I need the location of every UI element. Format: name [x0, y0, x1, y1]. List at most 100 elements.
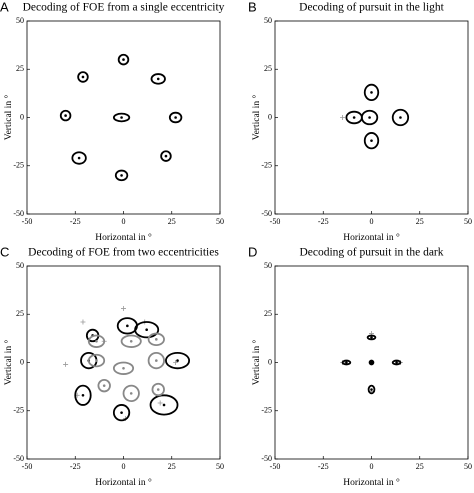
confidence-ellipse	[165, 351, 191, 370]
estimate-dot	[162, 403, 166, 407]
x-tick-label: -25	[70, 462, 81, 471]
x-tick-label: -50	[270, 462, 281, 471]
estimate-dot	[120, 116, 123, 119]
x-tick-label: 25	[168, 462, 176, 471]
x-axis-label: Horizontal in °	[343, 477, 400, 488]
y-axis-label: Vertical in °	[3, 95, 14, 141]
estimate-dot	[370, 139, 373, 142]
confidence-ellipse	[59, 109, 72, 122]
x-tick-label: 25	[416, 462, 424, 471]
confidence-ellipse	[87, 334, 106, 348]
confidence-ellipse	[151, 382, 165, 397]
plot-frame	[26, 20, 221, 215]
panel: C Decoding of FOE from two eccentricities…	[0, 244, 224, 488]
panel-letter: B	[248, 0, 257, 14]
y-tick-label: 0	[20, 112, 24, 121]
y-tick-label: 50	[264, 16, 272, 25]
x-axis-label: Horizontal in °	[95, 232, 152, 243]
confidence-ellipse	[112, 112, 131, 123]
x-tick-label: 0	[122, 462, 126, 471]
estimate-dot	[145, 328, 148, 331]
y-tick-label: 50	[16, 16, 24, 25]
x-axis-label: Horizontal in °	[343, 232, 400, 243]
estimate-dot	[77, 156, 81, 160]
estimate-dot	[156, 388, 160, 391]
confidence-ellipse	[147, 332, 165, 347]
confidence-ellipse	[74, 384, 92, 406]
estimate-dot	[370, 361, 373, 364]
estimate-dot	[345, 361, 348, 364]
x-tick-label: -25	[318, 217, 329, 226]
estimate-dot	[129, 339, 133, 343]
confidence-ellipse	[363, 132, 380, 150]
panel: A Decoding of FOE from a single eccentric…	[0, 0, 225, 243]
x-tick-label: 50	[464, 462, 472, 471]
x-tick-label: 25	[168, 217, 176, 226]
y-tick-label: -25	[13, 406, 24, 415]
estimate-dot	[129, 392, 133, 395]
confidence-ellipse	[360, 109, 379, 126]
estimate-dot	[155, 338, 158, 341]
target-marker	[80, 319, 86, 325]
confidence-ellipse	[112, 361, 135, 375]
confidence-ellipse	[114, 169, 129, 182]
estimate-dot	[126, 324, 129, 328]
x-tick-label: 0	[370, 462, 374, 471]
estimate-dot	[64, 114, 67, 117]
estimate-dot	[174, 116, 177, 119]
x-tick-label: 0	[122, 217, 126, 226]
panel-letter: D	[248, 244, 257, 259]
confidence-ellipse	[367, 384, 376, 395]
panel-title: Decoding of pursuit in the dark	[299, 247, 443, 259]
estimate-dot	[176, 359, 179, 362]
x-tick-label: -25	[70, 217, 81, 226]
confidence-ellipse	[120, 334, 142, 348]
target-marker	[340, 115, 346, 120]
confidence-ellipse	[150, 73, 166, 85]
plot-frame	[274, 20, 469, 215]
y-tick-label: -25	[261, 161, 272, 170]
confidence-ellipse	[87, 353, 106, 368]
x-tick-label: -50	[270, 217, 281, 226]
estimate-dot	[370, 91, 373, 94]
confidence-ellipse	[366, 334, 377, 341]
y-tick-label: -25	[261, 406, 272, 415]
estimate-dot	[370, 336, 373, 339]
panel-title: Decoding of pursuit in the light	[299, 2, 444, 14]
estimate-dot	[102, 384, 106, 387]
panel-letter: C	[0, 244, 9, 259]
confidence-ellipse	[160, 150, 172, 162]
y-tick-label: 50	[16, 261, 24, 270]
x-tick-label: 0	[370, 217, 374, 226]
y-tick-label: -50	[13, 454, 24, 463]
estimate-dot	[120, 174, 123, 177]
target-marker	[63, 361, 69, 367]
confidence-ellipse	[149, 394, 179, 416]
x-tick-label: 50	[216, 462, 224, 471]
y-tick-label: 50	[264, 261, 272, 270]
panel: B Decoding of pursuit in the light Horizon…	[248, 0, 472, 243]
y-tick-label: 0	[268, 112, 272, 121]
confidence-ellipse	[77, 71, 89, 83]
y-tick-label: 25	[264, 309, 272, 318]
estimate-dot	[399, 116, 402, 119]
y-tick-label: 25	[16, 309, 24, 318]
confidence-ellipse	[341, 359, 352, 366]
x-tick-label: -50	[22, 462, 33, 471]
confidence-ellipse	[97, 378, 111, 393]
estimate-dot	[95, 339, 98, 343]
panel-letter: A	[0, 0, 9, 14]
x-tick-label: -25	[318, 462, 329, 471]
y-tick-label: -50	[261, 209, 272, 218]
y-tick-label: -25	[13, 161, 24, 170]
x-tick-label: 25	[416, 217, 424, 226]
confidence-ellipse	[71, 151, 87, 165]
estimate-dot	[155, 359, 158, 362]
confidence-ellipse	[168, 111, 183, 124]
confidence-ellipse	[117, 53, 130, 66]
estimate-dot	[122, 58, 125, 61]
estimate-dot	[352, 116, 356, 119]
x-tick-label: 50	[464, 217, 472, 226]
estimate-dot	[122, 366, 125, 370]
